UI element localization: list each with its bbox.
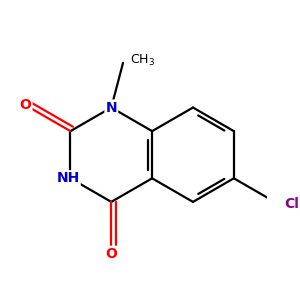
Text: O: O: [20, 98, 32, 112]
Text: N: N: [106, 100, 117, 115]
Text: NH: NH: [56, 171, 80, 185]
Text: O: O: [105, 247, 117, 261]
Text: Cl: Cl: [284, 197, 299, 211]
Text: CH$_3$: CH$_3$: [130, 53, 155, 68]
